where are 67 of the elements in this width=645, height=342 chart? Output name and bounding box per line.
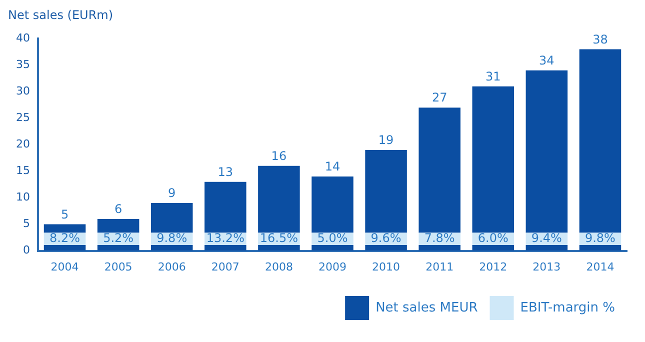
annotation: 5.2% (103, 230, 134, 245)
y-tick-label: 0 (22, 244, 30, 257)
annotation: 16.5% (260, 230, 298, 245)
total-label: 34 (539, 54, 554, 68)
x-tick-label: 2007 (211, 260, 240, 274)
x-tick-label: 2009 (318, 260, 346, 274)
bar (258, 166, 300, 233)
x-tick-label: 2011 (426, 260, 454, 274)
y-tick-label: 10 (16, 190, 30, 204)
bar (44, 224, 86, 233)
y-tick-label: 35 (16, 58, 30, 71)
x-tick-label: 2008 (264, 260, 293, 274)
annotation: 13.2% (206, 230, 244, 245)
bar (150, 203, 193, 233)
bar (312, 244, 354, 251)
total-label: 13 (218, 164, 234, 179)
x-tick-label: 2014 (586, 260, 614, 274)
y-tick-label: 30 (16, 84, 30, 98)
y-tick-label: 15 (16, 164, 30, 178)
annotation: 7.8% (424, 230, 455, 245)
bar (579, 244, 622, 251)
bar (365, 244, 407, 251)
bar (312, 176, 354, 233)
bar (472, 86, 514, 233)
total-label: 16 (271, 149, 287, 164)
bar (44, 244, 86, 251)
bar (472, 244, 514, 251)
y-tick-label: 25 (16, 111, 30, 124)
y-tick-label: 5 (22, 217, 30, 230)
annotation: 8.2% (50, 230, 80, 245)
annotation: 9.4% (531, 230, 562, 245)
x-tick-label: 2010 (372, 260, 400, 274)
x-tick-label: 2005 (104, 260, 132, 274)
total-label: 27 (432, 90, 448, 105)
total-label: 19 (378, 133, 394, 148)
bar (204, 244, 246, 251)
total-label: 5 (60, 207, 69, 222)
bar (526, 244, 568, 251)
bar (418, 108, 460, 233)
y-tick-label: 40 (16, 31, 30, 44)
bar (150, 244, 193, 251)
x-tick-label: 2013 (532, 260, 561, 274)
bar (204, 182, 246, 233)
bar (365, 150, 407, 233)
x-tick-label: 2006 (158, 260, 186, 274)
bar (418, 244, 460, 251)
annotation: 6.0% (478, 230, 508, 245)
total-label: 38 (592, 32, 608, 46)
x-tick-label: 2012 (479, 260, 508, 274)
bar (579, 49, 622, 233)
y-tick-label: 20 (16, 138, 30, 151)
total-label: 9 (168, 186, 176, 200)
total-label: 14 (324, 160, 340, 174)
bar (258, 244, 300, 251)
legend-label: EBIT-margin % (520, 300, 616, 316)
bar (97, 244, 140, 251)
bar (526, 70, 568, 233)
total-label: 31 (485, 69, 501, 84)
annotation: 9.8% (584, 230, 616, 245)
legend-label: Net sales MEUR (376, 300, 478, 316)
x-tick-label: 2004 (50, 260, 79, 274)
total-label: 6 (114, 202, 122, 216)
annotation: 9.6% (370, 230, 402, 245)
bar (97, 218, 140, 233)
annotation: 5.0% (317, 230, 348, 245)
annotation: 9.8% (156, 230, 188, 245)
y-axis-title: Net sales (EURm) (8, 8, 114, 24)
